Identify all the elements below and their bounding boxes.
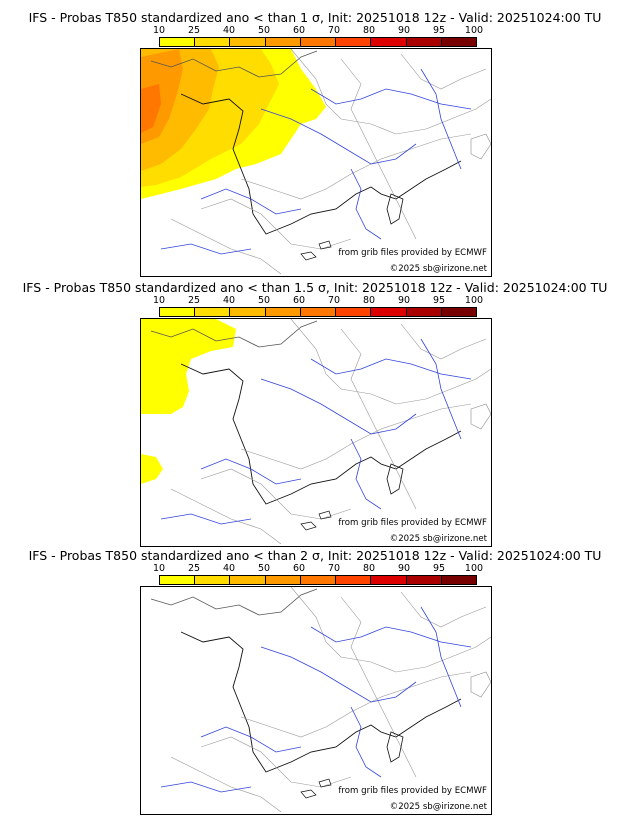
colorbar-swatch xyxy=(160,38,196,46)
colorbar xyxy=(159,575,477,585)
colorbar-tick: 60 xyxy=(292,563,306,574)
colorbar-tick: 70 xyxy=(327,25,341,36)
colorbar-tick: 60 xyxy=(292,295,306,306)
data-source-credit: from grib files provided by ECMWF xyxy=(338,518,487,528)
colorbar-swatch xyxy=(371,38,407,46)
geo-lines xyxy=(150,319,491,545)
probability-map: from grib files provided by ECMWF ©2025 … xyxy=(140,318,492,547)
copyright-credit: ©2025 sb@irizone.net xyxy=(389,802,487,812)
geo-lines xyxy=(150,587,491,813)
colorbar-swatch xyxy=(160,308,196,316)
colorbar-tick: 50 xyxy=(257,25,271,36)
map-panel-2: IFS - Probas T850 standardized ano < tha… xyxy=(0,280,630,550)
panel-title: IFS - Probas T850 standardized ano < tha… xyxy=(22,280,608,295)
map-graphic xyxy=(150,587,491,813)
data-source-credit: from grib files provided by ECMWF xyxy=(338,786,487,796)
colorbar-swatch xyxy=(336,38,372,46)
colorbar-labels: 10 25 40 50 60 70 80 90 95 100 xyxy=(140,295,500,307)
probability-shading xyxy=(141,49,326,199)
colorbar-tick: 50 xyxy=(257,563,271,574)
colorbar-labels: 10 25 40 50 60 70 80 90 95 100 xyxy=(140,25,500,37)
colorbar-tick: 10 xyxy=(152,563,166,574)
probability-map: from grib files provided by ECMWF ©2025 … xyxy=(140,586,492,815)
probability-map: from grib files provided by ECMWF ©2025 … xyxy=(140,48,492,277)
colorbar-swatch xyxy=(265,576,301,584)
colorbar-swatch xyxy=(371,576,407,584)
colorbar-swatch xyxy=(441,576,476,584)
colorbar-tick: 70 xyxy=(327,295,341,306)
colorbar xyxy=(159,307,477,317)
colorbar-tick: 100 xyxy=(464,295,484,306)
colorbar-tick: 50 xyxy=(257,295,271,306)
map-panel-1: IFS - Probas T850 standardized ano < tha… xyxy=(0,10,630,280)
colorbar-swatch xyxy=(406,576,442,584)
colorbar-tick: 40 xyxy=(222,563,236,574)
colorbar-swatch xyxy=(195,308,231,316)
geo-lines xyxy=(150,49,491,275)
colorbar-tick: 25 xyxy=(187,563,201,574)
colorbar-swatch xyxy=(230,576,266,584)
colorbar-swatch xyxy=(300,308,337,316)
colorbar-tick: 95 xyxy=(432,25,446,36)
map-panel-3: IFS - Probas T850 standardized ano < tha… xyxy=(0,548,630,818)
colorbar-swatch xyxy=(336,308,372,316)
colorbar-tick: 60 xyxy=(292,25,306,36)
colorbar-swatch xyxy=(406,38,442,46)
copyright-credit: ©2025 sb@irizone.net xyxy=(389,534,487,544)
colorbar-tick: 70 xyxy=(327,563,341,574)
colorbar-tick: 80 xyxy=(362,25,376,36)
panel-title: IFS - Probas T850 standardized ano < tha… xyxy=(28,548,602,563)
colorbar-swatch xyxy=(195,38,231,46)
colorbar-tick: 90 xyxy=(397,563,411,574)
colorbar-tick: 25 xyxy=(187,25,201,36)
map-graphic xyxy=(141,49,491,275)
panel-title: IFS - Probas T850 standardized ano < tha… xyxy=(28,10,602,25)
colorbar-swatch xyxy=(230,308,266,316)
colorbar-swatch xyxy=(195,576,231,584)
colorbar-tick: 40 xyxy=(222,295,236,306)
colorbar-tick: 100 xyxy=(464,563,484,574)
colorbar-tick: 95 xyxy=(432,563,446,574)
colorbar-swatch xyxy=(441,308,476,316)
colorbar-tick: 10 xyxy=(152,25,166,36)
colorbar xyxy=(159,37,477,47)
colorbar-tick: 25 xyxy=(187,295,201,306)
colorbar-tick: 80 xyxy=(362,563,376,574)
copyright-credit: ©2025 sb@irizone.net xyxy=(389,264,487,274)
colorbar-labels: 10 25 40 50 60 70 80 90 95 100 xyxy=(140,563,500,575)
colorbar-tick: 80 xyxy=(362,295,376,306)
colorbar-swatch xyxy=(230,38,266,46)
colorbar-tick: 40 xyxy=(222,25,236,36)
data-source-credit: from grib files provided by ECMWF xyxy=(338,248,487,258)
colorbar-swatch xyxy=(406,308,442,316)
colorbar-swatch xyxy=(336,576,372,584)
colorbar-tick: 90 xyxy=(397,295,411,306)
colorbar-swatch xyxy=(160,576,196,584)
probability-shading xyxy=(141,319,236,484)
colorbar-swatch xyxy=(300,576,337,584)
colorbar-tick: 10 xyxy=(152,295,166,306)
colorbar-swatch xyxy=(371,308,407,316)
colorbar-tick: 90 xyxy=(397,25,411,36)
map-graphic xyxy=(141,319,491,545)
colorbar-swatch xyxy=(265,308,301,316)
colorbar-tick: 100 xyxy=(464,25,484,36)
colorbar-swatch xyxy=(300,38,337,46)
colorbar-tick: 95 xyxy=(432,295,446,306)
colorbar-swatch xyxy=(441,38,476,46)
colorbar-swatch xyxy=(265,38,301,46)
